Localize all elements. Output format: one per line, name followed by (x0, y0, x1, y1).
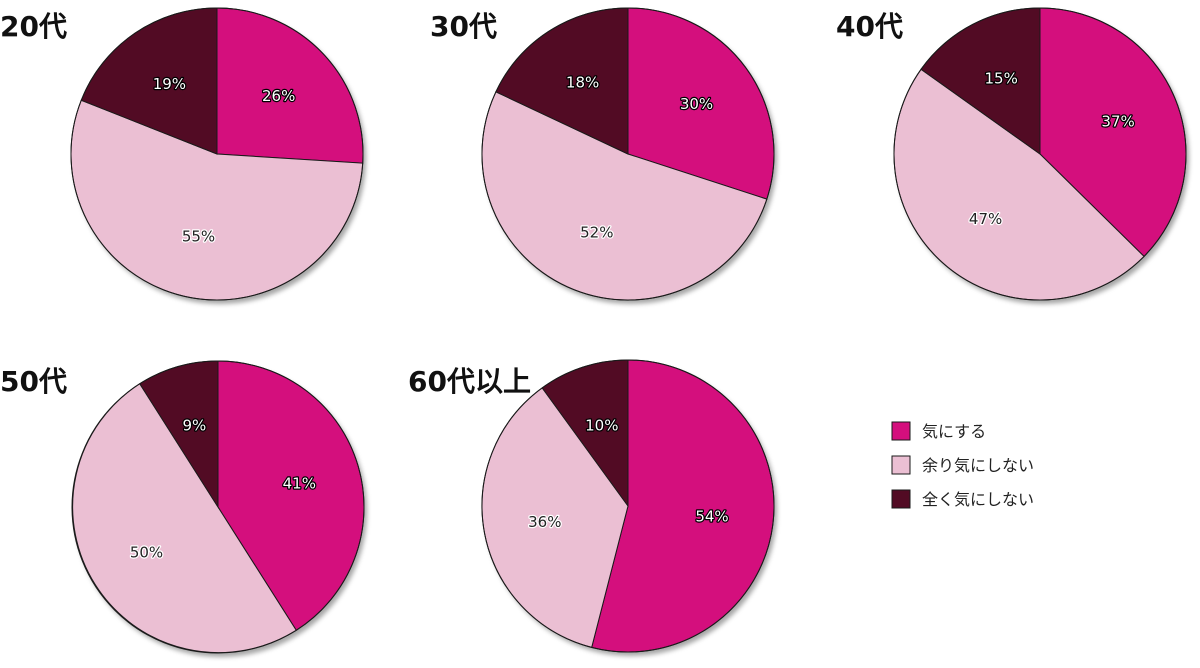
slice-label: 37% (1101, 112, 1134, 130)
slice-label: 18% (566, 74, 599, 92)
pie-chart: 30代 30% 52% 18% (430, 7, 775, 301)
slice-label: 55% (182, 228, 215, 246)
pie-outline (71, 360, 365, 654)
legend-item: 気にする (891, 421, 986, 441)
slice-label: 10% (585, 417, 618, 435)
legend-swatch (891, 489, 911, 509)
pie-title: 50代 (0, 365, 67, 398)
legend-swatch (891, 455, 911, 475)
pie-title: 40代 (836, 10, 903, 43)
pie-chart: 50代 41% 50% 9% (0, 360, 365, 654)
slice-label: 41% (283, 474, 316, 492)
pie-outline (481, 7, 775, 301)
slice-label: 30% (680, 95, 713, 113)
slice-label: 26% (262, 87, 295, 105)
legend-item: 全く気にしない (891, 489, 1034, 509)
slice-label: 9% (183, 417, 207, 435)
slice-label: 54% (695, 508, 728, 526)
legend-swatch (891, 421, 911, 441)
legend-item: 余り気にしない (891, 455, 1034, 475)
pie-title: 30代 (430, 10, 497, 43)
slice-label: 52% (580, 224, 613, 242)
pie-title: 20代 (0, 10, 67, 43)
slice-label: 50% (130, 543, 163, 561)
pie-title: 60代以上 (408, 365, 531, 398)
pie-chart: 40代 37% 47% 15% (836, 7, 1187, 301)
legend-label: 余り気にしない (922, 456, 1034, 475)
pie-slice (216, 7, 364, 164)
pie-chart: 60代以上 54% 36% 10% (408, 359, 775, 653)
slice-label: 36% (528, 513, 561, 531)
pie-outline (70, 7, 364, 301)
pie-outline (481, 359, 775, 653)
slice-label: 19% (153, 75, 186, 93)
pie-outline (893, 7, 1187, 301)
slice-label: 47% (969, 210, 1002, 228)
charts-layer: 20代 26% 55% 19% 30代 30% 52% 18% 40代 37% 47% 15% 50代 4… (0, 7, 1187, 654)
slice-label: 15% (985, 70, 1018, 88)
legend-label: 全く気にしない (922, 490, 1034, 509)
pie-chart: 20代 26% 55% 19% (0, 7, 364, 301)
legend-label: 気にする (922, 422, 986, 441)
